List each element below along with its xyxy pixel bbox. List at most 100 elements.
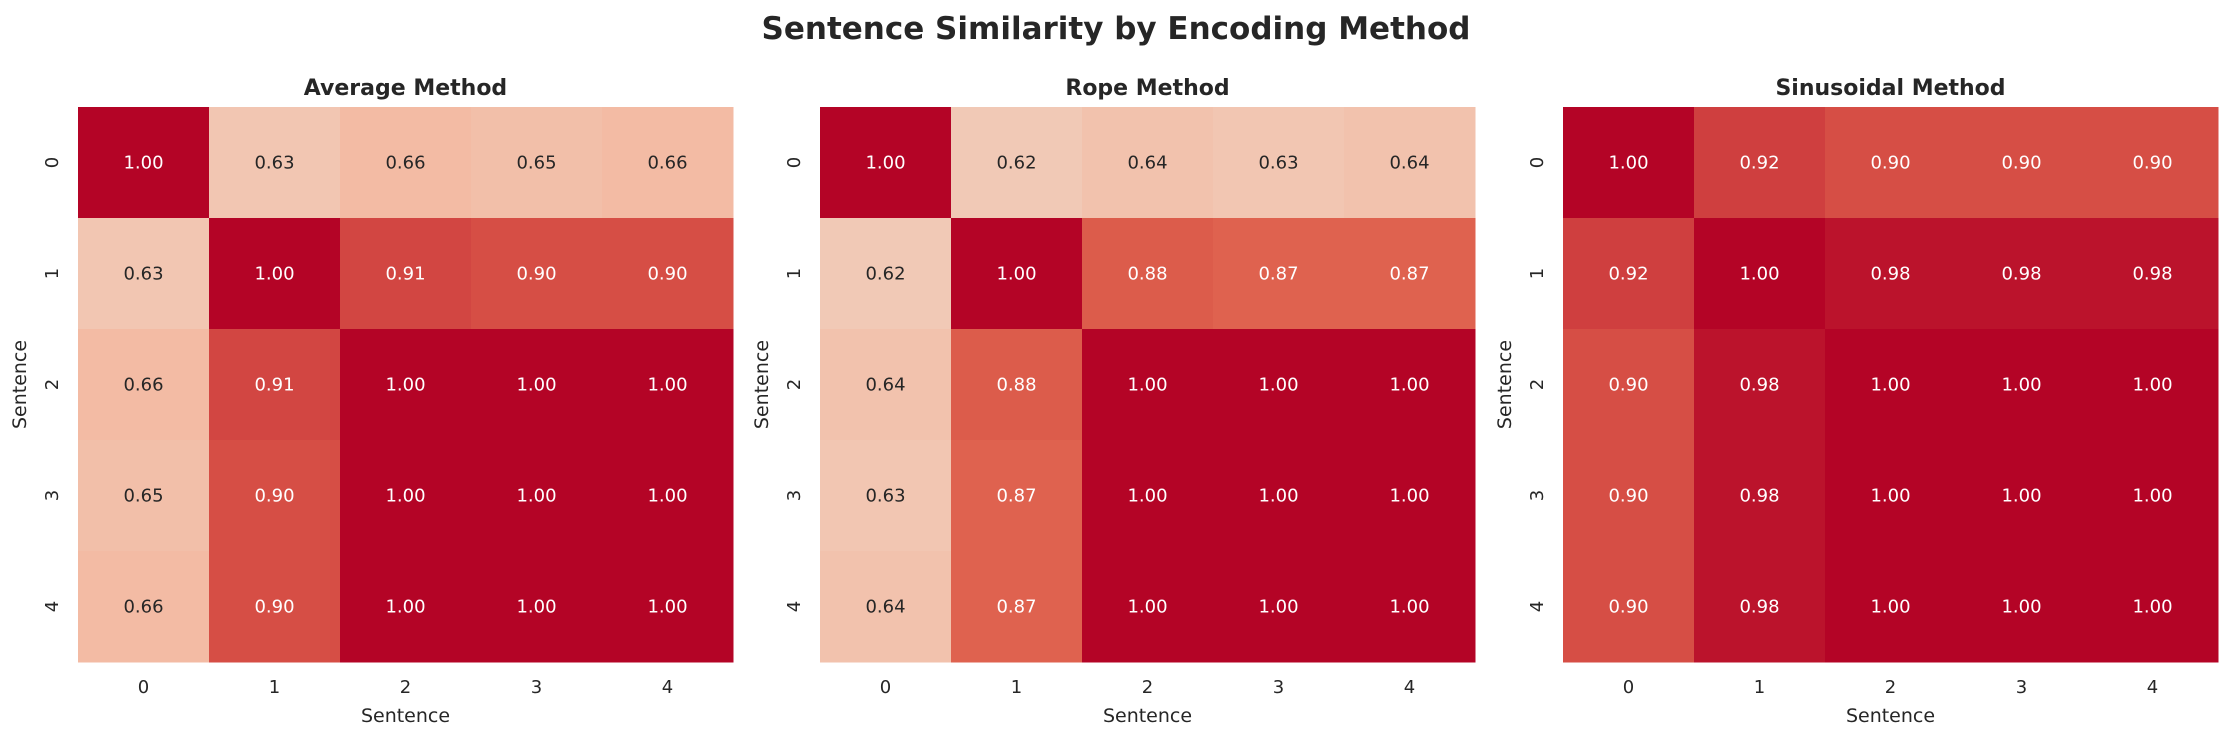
heatmap-cell bbox=[471, 551, 603, 663]
cell-label: 0.90 bbox=[2001, 153, 2041, 174]
cell-label: 1.00 bbox=[516, 597, 556, 618]
cell-label: 0.98 bbox=[1739, 375, 1779, 396]
heatmap-cell bbox=[1825, 107, 1957, 219]
cell-label: 1.00 bbox=[1870, 597, 1910, 618]
cell-label: 1.00 bbox=[516, 486, 556, 507]
x-axis-label: Sentence bbox=[1103, 705, 1192, 727]
heatmap-cell bbox=[209, 440, 341, 552]
heatmap-panel: Average Method 1.00 0.63 0.66 0.65 0.66 0.63 1.… bbox=[9, 76, 734, 727]
heatmap-cell bbox=[1344, 107, 1476, 219]
cell-label: 1.00 bbox=[1127, 375, 1167, 396]
panel-title: Rope Method bbox=[1065, 76, 1229, 101]
heatmap-cell bbox=[78, 218, 210, 330]
heatmap-cell bbox=[951, 440, 1083, 552]
heatmap-cell bbox=[1082, 107, 1214, 219]
cell-label: 0.98 bbox=[2132, 264, 2172, 285]
cell-label: 1.00 bbox=[1389, 486, 1429, 507]
heatmap-cell bbox=[2087, 329, 2219, 441]
panel-title: Sinusoidal Method bbox=[1775, 76, 2005, 101]
heatmap-cell bbox=[340, 107, 472, 219]
cell-label: 1.00 bbox=[385, 486, 425, 507]
heatmap-cell bbox=[1563, 329, 1695, 441]
cell-label: 1.00 bbox=[2001, 597, 2041, 618]
x-tick-label: 4 bbox=[662, 677, 673, 698]
cell-label: 1.00 bbox=[1258, 375, 1298, 396]
heatmap-cell bbox=[209, 551, 341, 663]
heatmap-cell bbox=[1082, 440, 1214, 552]
heatmap-cell bbox=[820, 107, 952, 219]
heatmap-cell bbox=[1213, 329, 1345, 441]
y-tick-label: 1 bbox=[42, 268, 63, 279]
heatmap-cell bbox=[1082, 218, 1214, 330]
cell-label: 0.90 bbox=[254, 486, 294, 507]
cell-label: 0.98 bbox=[1739, 597, 1779, 618]
heatmap-cell bbox=[471, 440, 603, 552]
heatmap-cell bbox=[1213, 218, 1345, 330]
heatmap-cell bbox=[820, 329, 952, 441]
heatmap-cell bbox=[951, 107, 1083, 219]
heatmap-cell bbox=[2087, 440, 2219, 552]
x-axis-label: Sentence bbox=[1846, 705, 1935, 727]
cell-label: 0.91 bbox=[385, 264, 425, 285]
heatmap-cell bbox=[1694, 440, 1826, 552]
cell-label: 0.63 bbox=[865, 486, 905, 507]
heatmap-cell bbox=[602, 551, 734, 663]
heatmap-cell bbox=[1825, 440, 1957, 552]
x-tick-label: 3 bbox=[531, 677, 542, 698]
cell-label: 1.00 bbox=[1739, 264, 1779, 285]
heatmap-cell bbox=[951, 218, 1083, 330]
cell-label: 0.66 bbox=[123, 375, 163, 396]
cell-label: 1.00 bbox=[1608, 153, 1648, 174]
heatmap-cell bbox=[951, 551, 1083, 663]
y-tick-label: 0 bbox=[1527, 157, 1548, 168]
cell-label: 0.91 bbox=[254, 375, 294, 396]
heatmap-cell bbox=[1344, 218, 1476, 330]
heatmap-cell bbox=[1694, 218, 1826, 330]
heatmap-cell bbox=[951, 329, 1083, 441]
heatmap-cell bbox=[1694, 107, 1826, 219]
cell-label: 0.90 bbox=[1870, 153, 1910, 174]
cell-label: 0.90 bbox=[1608, 375, 1648, 396]
heatmap-cell bbox=[1956, 440, 2088, 552]
cell-label: 0.66 bbox=[123, 597, 163, 618]
heatmap-cell bbox=[820, 218, 952, 330]
heatmap-cell bbox=[1563, 440, 1695, 552]
panel-title: Average Method bbox=[304, 76, 507, 101]
y-tick-label: 2 bbox=[1527, 379, 1548, 390]
heatmap-cell bbox=[78, 551, 210, 663]
cell-label: 1.00 bbox=[865, 153, 905, 174]
heatmap-cell bbox=[1213, 107, 1345, 219]
y-tick-label: 1 bbox=[784, 268, 805, 279]
heatmap-cell bbox=[2087, 218, 2219, 330]
cell-label: 1.00 bbox=[1870, 486, 1910, 507]
cell-label: 1.00 bbox=[996, 264, 1036, 285]
x-tick-label: 0 bbox=[880, 677, 891, 698]
x-tick-label: 3 bbox=[2016, 677, 2027, 698]
cell-label: 1.00 bbox=[647, 597, 687, 618]
cell-label: 0.64 bbox=[865, 375, 905, 396]
heatmap-cell bbox=[2087, 107, 2219, 219]
cell-label: 1.00 bbox=[1127, 486, 1167, 507]
x-tick-label: 3 bbox=[1273, 677, 1284, 698]
heatmap-cell bbox=[78, 329, 210, 441]
cell-label: 0.90 bbox=[647, 264, 687, 285]
cell-label: 1.00 bbox=[123, 153, 163, 174]
cell-label: 0.63 bbox=[1258, 153, 1298, 174]
heatmap-cell bbox=[1213, 551, 1345, 663]
y-tick-label: 3 bbox=[42, 490, 63, 501]
y-tick-label: 4 bbox=[1527, 601, 1548, 612]
cell-label: 0.62 bbox=[865, 264, 905, 285]
heatmap-cell bbox=[1344, 329, 1476, 441]
cell-label: 0.66 bbox=[647, 153, 687, 174]
heatmap-cell bbox=[1956, 551, 2088, 663]
cell-label: 1.00 bbox=[385, 375, 425, 396]
cell-label: 1.00 bbox=[516, 375, 556, 396]
x-tick-label: 4 bbox=[2147, 677, 2158, 698]
cell-label: 0.63 bbox=[254, 153, 294, 174]
cell-label: 0.62 bbox=[996, 153, 1036, 174]
y-tick-label: 2 bbox=[42, 379, 63, 390]
x-tick-label: 2 bbox=[1142, 677, 1153, 698]
heatmap-cell bbox=[602, 440, 734, 552]
cell-label: 0.87 bbox=[1389, 264, 1429, 285]
